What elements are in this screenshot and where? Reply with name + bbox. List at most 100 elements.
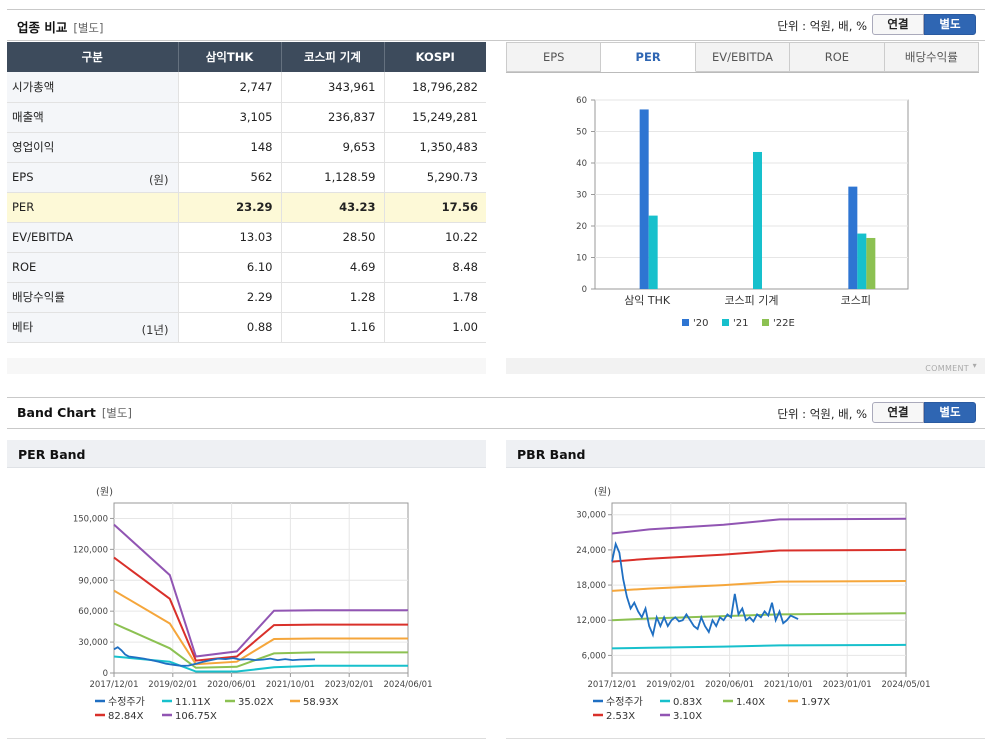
table-cell: 23.29 <box>178 192 282 223</box>
row-label: ROE <box>7 252 179 283</box>
y-unit-label: (원) <box>594 486 611 498</box>
bar <box>753 151 762 289</box>
table-row: 영업이익 148 9,653 1,350,483 <box>7 132 486 163</box>
band-chart-title-text: Band Chart <box>17 405 96 420</box>
comment-bar[interactable]: COMMENT ▾ <box>506 358 985 374</box>
row-unit-note: (1년) <box>141 322 169 337</box>
table-row: 매출액 3,105 236,837 15,249,281 <box>7 102 486 133</box>
table-cell: 148 <box>178 132 282 163</box>
x-tick-label: 2023/01/01 <box>823 680 872 690</box>
table-cell: 236,837 <box>281 102 385 133</box>
legend-label: 106.75X <box>175 711 217 722</box>
row-label-text: 베타 <box>12 320 34 334</box>
table-cell: 6.10 <box>178 252 282 283</box>
table-row: EPS (원) 562 1,128.59 5,290.73 <box>7 162 486 193</box>
table-row: 배당수익률 2.29 1.28 1.78 <box>7 282 486 313</box>
x-tick-label: 2019/02/01 <box>148 680 197 690</box>
y-tick-label: 50 <box>576 128 587 138</box>
y-tick-label: 18,000 <box>576 581 606 591</box>
table-cell: 1,128.59 <box>281 162 385 193</box>
tab-metric[interactable]: 배당수익률 <box>884 42 980 72</box>
tab-metric[interactable]: EV/EBITDA <box>695 42 791 72</box>
series-line <box>113 556 408 662</box>
pbr-band-chart: (원) 6,000 12,000 18,000 24,000 30,000 2017/12/… <box>576 486 931 722</box>
y-tick-label: 24,000 <box>576 546 606 556</box>
row-label-text: 배당수익률 <box>12 290 65 304</box>
legend-swatch <box>762 319 769 326</box>
divider <box>7 738 486 739</box>
table-cell: 28.50 <box>281 222 385 253</box>
table-cell: 5,290.73 <box>384 162 486 193</box>
column-header: KOSPI <box>384 42 486 72</box>
tab-metric[interactable]: PER <box>601 42 696 72</box>
row-label-text: PER <box>12 200 35 214</box>
separate-button[interactable]: 별도 <box>924 14 976 35</box>
column-header: 구분 <box>7 42 179 72</box>
legend-swatch <box>722 319 729 326</box>
x-tick-label: 2023/02/01 <box>325 680 374 690</box>
table-cell: 1.28 <box>281 282 385 313</box>
bar <box>639 109 649 289</box>
x-tick-label: 2024/05/01 <box>882 680 931 690</box>
legend-label: 1.40X <box>736 697 765 708</box>
row-label-text: 매출액 <box>12 110 44 124</box>
table-cell: 3,105 <box>178 102 282 133</box>
row-label: 영업이익 <box>7 132 179 163</box>
legend-label: 3.10X <box>673 711 702 722</box>
legend-label: 35.02X <box>238 697 274 708</box>
table-cell: 2,747 <box>178 72 282 103</box>
series-line <box>113 622 408 669</box>
row-label: 베타 (1년) <box>7 312 179 343</box>
table-row: 시가총액 2,747 343,961 18,796,282 <box>7 72 486 103</box>
bar <box>857 233 867 289</box>
table-row: ROE 6.10 4.69 8.48 <box>7 252 486 283</box>
legend-label: '22E <box>773 318 795 329</box>
legend-label: 82.84X <box>108 711 144 722</box>
y-tick-label: 6,000 <box>582 651 606 661</box>
pbr-band-panel-header: PBR Band <box>506 440 985 468</box>
table-cell: 1.16 <box>281 312 385 343</box>
consolidated-button[interactable]: 연결 <box>872 14 924 35</box>
row-label: 시가총액 <box>7 72 179 103</box>
x-tick-label: 2017/12/01 <box>90 680 139 690</box>
table-cell: 18,796,282 <box>384 72 486 103</box>
row-label: 매출액 <box>7 102 179 133</box>
band-separate-button[interactable]: 별도 <box>924 402 976 423</box>
series-line <box>113 655 408 673</box>
row-label-text: 영업이익 <box>12 140 55 154</box>
table-cell: 15,249,281 <box>384 102 486 133</box>
table-cell: 13.03 <box>178 222 282 253</box>
y-tick-label: 90,000 <box>78 576 108 586</box>
report-toggle: 연결 별도 <box>872 14 976 35</box>
table-cell: 562 <box>178 162 282 193</box>
table-cell: 1.00 <box>384 312 486 343</box>
tab-metric[interactable]: EPS <box>506 42 602 72</box>
band-consolidated-button[interactable]: 연결 <box>872 402 924 423</box>
legend-label: 1.97X <box>801 697 830 708</box>
x-tick-label: 2017/12/01 <box>588 680 637 690</box>
y-tick-label: 30 <box>576 191 587 201</box>
series-line <box>113 589 408 666</box>
legend-label: 0.83X <box>673 697 702 708</box>
table-cell: 8.48 <box>384 252 486 283</box>
column-header: 삼익THK <box>178 42 282 72</box>
series-line <box>611 612 907 622</box>
table-row: 베타 (1년) 0.88 1.16 1.00 <box>7 312 486 343</box>
table-cell: 0.88 <box>178 312 282 343</box>
row-unit-note: (원) <box>148 172 169 187</box>
band-chart-title: Band Chart [별도] <box>17 405 132 421</box>
comment-toggle[interactable]: COMMENT ▾ <box>925 361 977 373</box>
x-tick-label: 2020/06/01 <box>705 680 754 690</box>
legend-label: 수정주가 <box>606 696 643 708</box>
table-cell: 17.56 <box>384 192 486 223</box>
industry-compare-subtitle: [별도] <box>73 21 104 35</box>
band-unit-label: 단위 : 억원, 배, % <box>777 407 867 421</box>
industry-compare-header: 업종 비교 [별도] 단위 : 억원, 배, % 연결 별도 <box>7 9 985 41</box>
bar <box>866 237 876 289</box>
legend-swatch <box>682 319 689 326</box>
y-tick-label: 20 <box>576 222 587 232</box>
tab-metric[interactable]: ROE <box>790 42 885 72</box>
x-category-label: 코스피 기계 <box>724 294 778 307</box>
table-row: EV/EBITDA 13.03 28.50 10.22 <box>7 222 486 253</box>
column-header: 코스피 기계 <box>281 42 385 72</box>
